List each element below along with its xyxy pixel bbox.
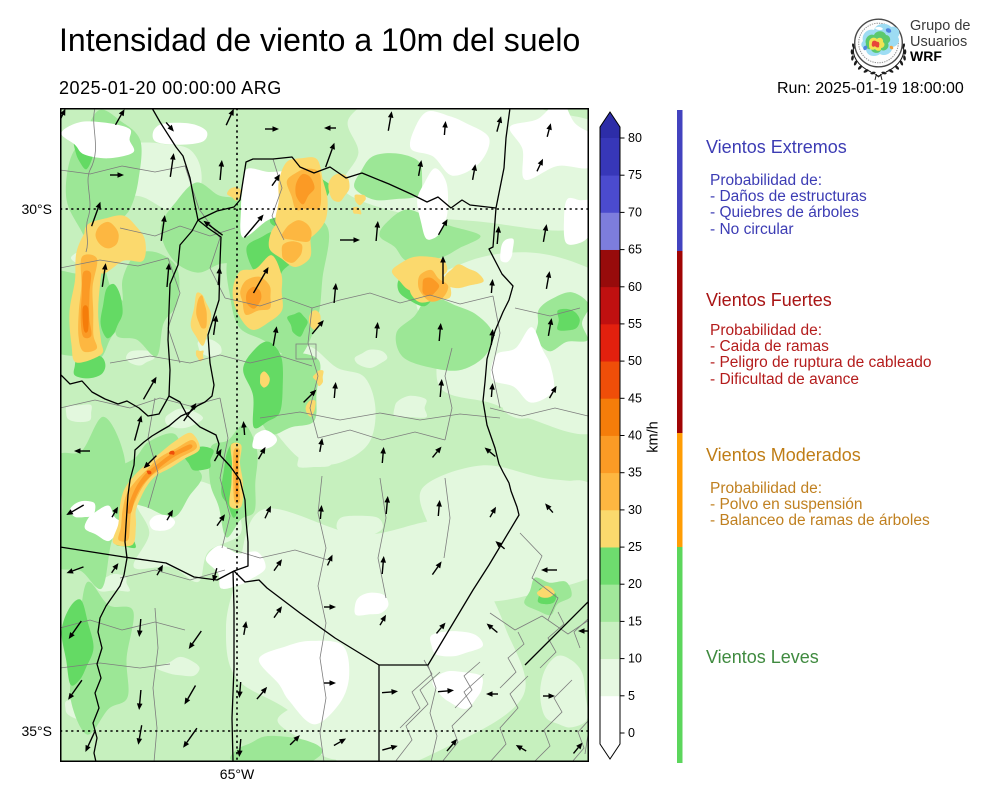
- svg-text:0: 0: [628, 726, 635, 740]
- svg-text:45: 45: [628, 391, 642, 405]
- svg-text:10: 10: [628, 652, 642, 666]
- svg-text:15: 15: [628, 614, 642, 628]
- svg-text:40: 40: [628, 429, 642, 443]
- svg-text:5: 5: [628, 689, 635, 703]
- svg-text:80: 80: [628, 131, 642, 145]
- svg-text:WRF: WRF: [910, 48, 942, 64]
- svg-text:65: 65: [628, 243, 642, 257]
- svg-text:20: 20: [628, 577, 642, 591]
- svg-text:55: 55: [628, 317, 642, 331]
- svg-text:30: 30: [628, 503, 642, 517]
- svg-text:Grupo de: Grupo de: [910, 18, 970, 34]
- svg-text:75: 75: [628, 168, 642, 182]
- svg-text:50: 50: [628, 354, 642, 368]
- svg-text:60: 60: [628, 280, 642, 294]
- svg-text:70: 70: [628, 205, 642, 219]
- svg-text:Usuarios: Usuarios: [910, 34, 967, 50]
- svg-text:35: 35: [628, 466, 642, 480]
- svg-text:25: 25: [628, 540, 642, 554]
